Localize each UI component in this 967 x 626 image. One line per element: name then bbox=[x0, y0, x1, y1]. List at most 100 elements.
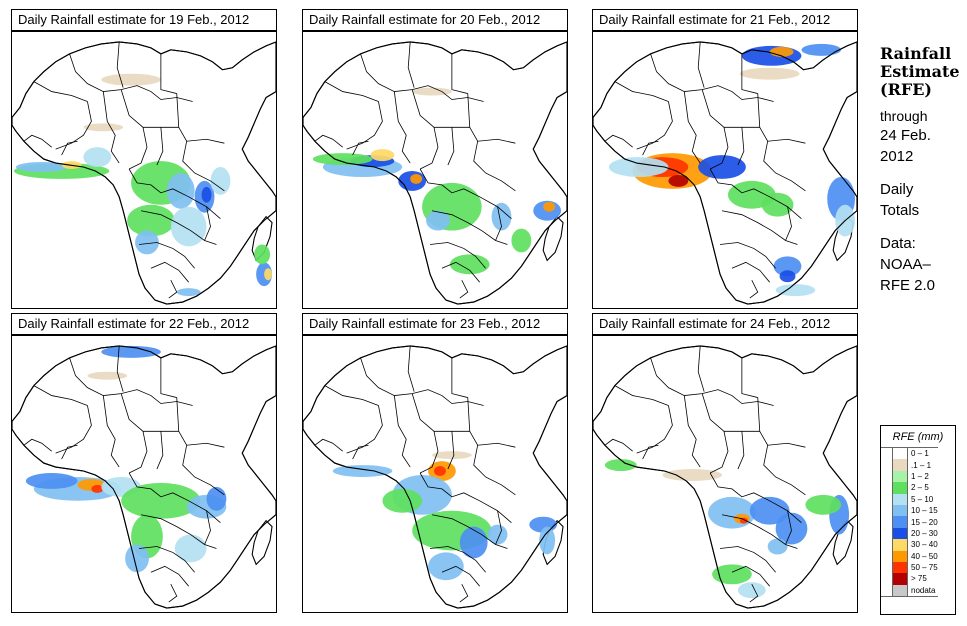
caption-date-line-1: 24 Feb. bbox=[880, 127, 931, 144]
country-border bbox=[61, 140, 78, 156]
country-border bbox=[23, 438, 52, 452]
legend-label: 10 – 15 bbox=[911, 506, 938, 516]
legend-row: 5 – 10 bbox=[892, 493, 938, 505]
legend-row: 10 – 15 bbox=[892, 504, 938, 517]
country-border bbox=[683, 91, 701, 164]
country-border bbox=[204, 206, 211, 241]
rainfall-map-panel: Daily Rainfall estimate for 22 Feb., 201… bbox=[11, 313, 277, 613]
caption-data-source-2: RFE 2.0 bbox=[880, 277, 936, 294]
rainfall-area bbox=[412, 87, 452, 96]
country-border bbox=[140, 210, 217, 245]
country-border bbox=[352, 444, 369, 460]
africa-map bbox=[302, 31, 568, 309]
country-border bbox=[138, 546, 195, 573]
rainfall-area bbox=[539, 526, 556, 555]
country-border bbox=[719, 546, 776, 573]
rainfall-area bbox=[101, 73, 161, 86]
rainfall-area bbox=[264, 268, 273, 281]
rainfall-area bbox=[135, 230, 159, 255]
country-border bbox=[763, 445, 806, 496]
map-canvas bbox=[593, 345, 857, 609]
country-border bbox=[731, 565, 770, 587]
rainfall-area bbox=[775, 284, 816, 297]
legend-title: RFE (mm) bbox=[892, 431, 944, 443]
country-border bbox=[160, 53, 177, 94]
legend-swatch bbox=[892, 504, 908, 517]
country-border bbox=[741, 357, 758, 398]
country-border bbox=[128, 127, 148, 170]
country-border bbox=[23, 134, 52, 148]
legend-swatch bbox=[892, 527, 908, 540]
legend-swatch bbox=[892, 573, 908, 585]
country-border bbox=[719, 242, 776, 269]
legend-label: 2 – 5 bbox=[911, 483, 929, 493]
caption-daily: Daily bbox=[880, 181, 914, 198]
rainfall-area bbox=[749, 496, 790, 525]
country-border bbox=[182, 445, 225, 496]
legend-swatch bbox=[892, 539, 908, 551]
rainfall-area bbox=[170, 206, 207, 247]
africa-map bbox=[592, 31, 858, 309]
country-border bbox=[360, 357, 484, 406]
rainfall-area bbox=[166, 172, 195, 209]
rainfall-area bbox=[698, 155, 746, 179]
country-border bbox=[360, 53, 484, 102]
legend-row: 30 – 40 bbox=[892, 539, 938, 551]
country-border bbox=[431, 210, 508, 245]
map-canvas bbox=[593, 41, 857, 305]
rainfall-area bbox=[176, 288, 201, 297]
country-border bbox=[150, 565, 189, 587]
country-border bbox=[763, 141, 806, 192]
country-border bbox=[69, 53, 193, 102]
rainfall-area bbox=[426, 210, 450, 231]
legend-label: 40 – 50 bbox=[911, 551, 938, 561]
rainfall-area bbox=[737, 582, 766, 599]
legend-swatch bbox=[892, 493, 908, 505]
legend-row: > 75 bbox=[892, 573, 938, 585]
coastline bbox=[12, 41, 276, 305]
rainfall-area bbox=[608, 157, 669, 177]
legend-swatch bbox=[892, 459, 908, 471]
country-border bbox=[447, 431, 455, 470]
legend-swatch bbox=[892, 516, 908, 528]
country-border bbox=[33, 385, 88, 406]
country-border bbox=[467, 397, 516, 448]
rainfall-area bbox=[410, 173, 423, 184]
country-border bbox=[642, 140, 659, 156]
legend-row: nodata bbox=[892, 584, 938, 597]
rainfall-area bbox=[87, 371, 128, 380]
country-border bbox=[324, 385, 379, 406]
legend-swatch bbox=[892, 448, 908, 460]
caption-through: through bbox=[880, 108, 928, 124]
rainfall-area bbox=[741, 45, 802, 66]
caption-title-line-2: Estimate bbox=[880, 62, 960, 81]
country-border bbox=[709, 127, 729, 170]
rainfall-area bbox=[604, 459, 637, 472]
country-border bbox=[785, 510, 792, 545]
rainfall-area bbox=[370, 149, 395, 162]
country-border bbox=[69, 357, 193, 406]
caption-data-source-1: NOAA– bbox=[880, 256, 931, 273]
country-border bbox=[697, 345, 705, 392]
legend-swatch bbox=[892, 470, 908, 483]
country-border bbox=[156, 431, 164, 470]
country-border bbox=[431, 514, 508, 549]
panel-title: Daily Rainfall estimate for 23 Feb., 201… bbox=[302, 313, 568, 335]
legend-swatch bbox=[892, 482, 908, 494]
rainfall-area bbox=[712, 564, 752, 585]
country-border bbox=[128, 472, 221, 523]
legend-swatch bbox=[892, 584, 908, 597]
africa-map bbox=[302, 335, 568, 613]
country-border bbox=[150, 261, 189, 283]
legend-row: 50 – 75 bbox=[892, 561, 938, 574]
rainfall-area bbox=[773, 256, 802, 277]
legend-row: .1 – 1 bbox=[892, 459, 938, 471]
rainfall-area bbox=[382, 488, 423, 513]
panel-title: Daily Rainfall estimate for 20 Feb., 201… bbox=[302, 9, 568, 31]
panel-title: Daily Rainfall estimate for 22 Feb., 201… bbox=[11, 313, 277, 335]
rainfall-area bbox=[511, 228, 532, 253]
rainfall-area bbox=[491, 202, 512, 231]
coastline bbox=[593, 345, 857, 609]
country-border bbox=[642, 444, 659, 460]
rainfall-area bbox=[432, 451, 472, 460]
